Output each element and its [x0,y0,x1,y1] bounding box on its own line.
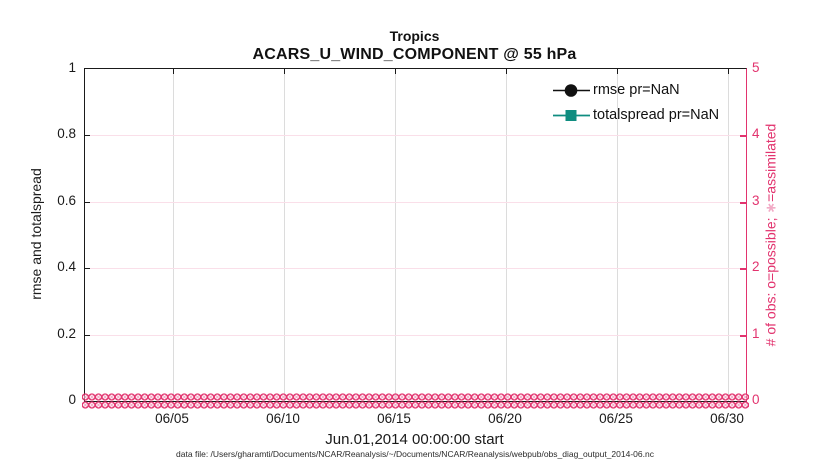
gridline-horizontal [85,135,746,136]
y-tick-mark-left [85,268,90,269]
legend-item-rmse: rmse pr=NaN [553,80,719,100]
x-tick-label: 06/20 [488,411,522,426]
plot-title-variable: ACARS_U_WIND_COMPONENT @ 55 hPa [252,46,577,63]
y-tick-label-right: 3 [752,193,760,208]
x-tick-mark [728,69,729,74]
x-tick-label: 06/30 [710,411,744,426]
y-tick-label-right: 0 [752,392,760,407]
y-tick-mark-right [740,335,746,337]
y-tick-label-left: 0.6 [57,193,76,208]
y-tick-label-right: 1 [752,326,760,341]
x-tick-mark [395,69,396,74]
x-tick-mark [617,69,618,74]
y-tick-mark-right [740,202,746,204]
x-tick-label: 06/25 [599,411,633,426]
gridline-vertical [395,69,396,401]
gridline-vertical [173,69,174,401]
gridline-horizontal [85,335,746,336]
y-axis-label-right-suffix: =assimilated [762,123,779,202]
legend-item-totalspread: totalspread pr=NaN [553,105,719,125]
plot-title-region: Tropics [389,28,440,44]
gridline-horizontal [85,202,746,203]
y-tick-label-left: 1 [68,60,76,75]
x-tick-label: 06/05 [155,411,189,426]
y-tick-label-right: 2 [752,259,760,274]
y-tick-mark-left [85,135,90,136]
y-tick-label-left: 0.2 [57,326,76,341]
legend: rmse pr=NaN totalspread pr=NaN [553,80,719,125]
y-tick-label-right: 4 [752,126,760,141]
gridline-vertical [506,69,507,401]
y-axis-label-right-prefix: # of obs: o=possible; [762,213,779,347]
x-tick-mark [284,69,285,74]
y-tick-mark-left [85,202,90,203]
x-tick-mark [506,69,507,74]
plot-area: rmse pr=NaN totalspread pr=NaN [82,68,749,409]
obs-marker-band [82,393,749,409]
y-tick-label-left: 0 [68,392,76,407]
data-file-caption: data file: /Users/gharamti/Documents/NCA… [176,449,654,459]
rmse-marker-icon [553,83,590,97]
x-tick-label: 06/15 [377,411,411,426]
y-axis-label-left: rmse and totalspread [28,168,44,300]
legend-label-rmse: rmse pr=NaN [593,82,680,98]
x-tick-mark [173,69,174,74]
gridline-vertical [617,69,618,401]
y-tick-mark-left [85,335,90,336]
x-tick-label: 06/10 [266,411,300,426]
totalspread-marker-icon [553,109,590,121]
gridline-vertical [728,69,729,401]
y-tick-label-left: 0.8 [57,126,76,141]
y-tick-mark-right [740,135,746,137]
y-axis-label-right: # of obs: o=possible; ∗=assimilated [763,124,780,347]
x-axis-label: Jun.01,2014 00:00:00 start [325,431,504,448]
y-tick-label-right: 5 [752,60,760,75]
gridline-vertical [284,69,285,401]
legend-label-totalspread: totalspread pr=NaN [593,107,720,123]
y-tick-label-left: 0.4 [57,259,76,274]
assimilated-star-icon: ∗ [762,201,779,214]
y-tick-mark-right [740,268,746,270]
gridline-horizontal [85,268,746,269]
